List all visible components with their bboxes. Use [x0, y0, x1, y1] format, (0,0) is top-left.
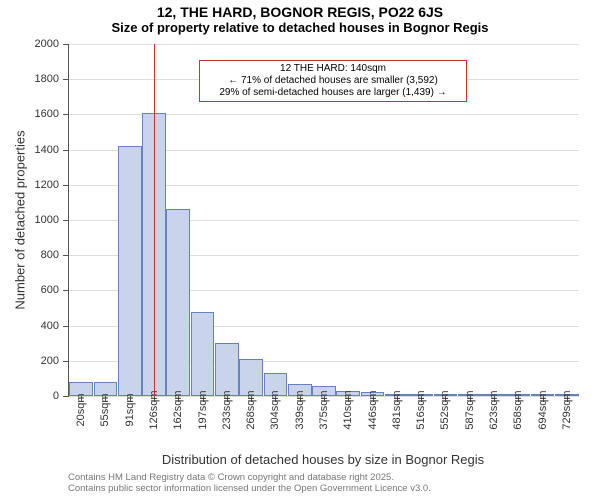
y-tick: [63, 396, 69, 397]
callout-line: 12 THE HARD: 140sqm: [204, 63, 462, 75]
x-tick-label: 623sqm: [488, 390, 500, 429]
x-tick-label: 126sqm: [148, 390, 160, 429]
plot-area: 020040060080010001200140016001800200020s…: [68, 44, 579, 397]
y-tick-label: 1200: [35, 179, 59, 191]
y-tick: [63, 290, 69, 291]
bar: [166, 209, 190, 396]
x-tick-label: 552sqm: [439, 390, 451, 429]
x-tick-label: 162sqm: [172, 390, 184, 429]
x-tick-label: 375sqm: [318, 390, 330, 429]
y-tick-label: 200: [41, 355, 59, 367]
x-tick-label: 587sqm: [464, 390, 476, 429]
x-tick-label: 233sqm: [221, 390, 233, 429]
y-tick-label: 1800: [35, 73, 59, 85]
x-tick-label: 20sqm: [75, 393, 87, 426]
x-tick-label: 410sqm: [342, 390, 354, 429]
y-tick-label: 1400: [35, 144, 59, 156]
bar: [191, 312, 215, 396]
x-tick-label: 729sqm: [561, 390, 573, 429]
y-tick: [63, 44, 69, 45]
attribution: Contains HM Land Registry data © Crown c…: [68, 472, 431, 495]
y-axis-title: Number of detached properties: [13, 120, 28, 320]
x-tick-label: 268sqm: [245, 390, 257, 429]
y-tick-label: 1000: [35, 214, 59, 226]
chart-title: 12, THE HARD, BOGNOR REGIS, PO22 6JS: [0, 0, 600, 20]
y-tick-label: 800: [41, 249, 59, 261]
x-tick-label: 197sqm: [197, 390, 209, 429]
attribution-line2: Contains public sector information licen…: [68, 483, 431, 494]
reference-line: [154, 44, 155, 396]
bar: [118, 146, 142, 396]
y-tick: [63, 255, 69, 256]
x-tick-label: 694sqm: [537, 390, 549, 429]
y-tick: [63, 326, 69, 327]
callout-box: 12 THE HARD: 140sqm← 71% of detached hou…: [199, 60, 467, 102]
x-tick-label: 339sqm: [294, 390, 306, 429]
y-tick-label: 400: [41, 320, 59, 332]
y-tick: [63, 114, 69, 115]
y-tick: [63, 150, 69, 151]
y-tick-label: 2000: [35, 38, 59, 50]
x-axis-title: Distribution of detached houses by size …: [68, 452, 578, 467]
x-tick-label: 481sqm: [391, 390, 403, 429]
chart-subtitle: Size of property relative to detached ho…: [0, 20, 600, 35]
y-tick: [63, 361, 69, 362]
x-tick-label: 658sqm: [512, 390, 524, 429]
x-tick-label: 446sqm: [367, 390, 379, 429]
callout-line: ← 71% of detached houses are smaller (3,…: [204, 75, 462, 87]
attribution-line1: Contains HM Land Registry data © Crown c…: [68, 472, 431, 483]
x-tick-label: 516sqm: [415, 390, 427, 429]
x-tick-label: 304sqm: [269, 390, 281, 429]
bar: [215, 343, 239, 396]
y-tick: [63, 185, 69, 186]
x-tick-label: 91sqm: [124, 393, 136, 426]
y-tick-label: 1600: [35, 108, 59, 120]
y-tick-label: 600: [41, 284, 59, 296]
callout-line: 29% of semi-detached houses are larger (…: [204, 87, 462, 99]
y-tick: [63, 79, 69, 80]
x-tick-label: 55sqm: [99, 393, 111, 426]
gridline: [69, 44, 579, 45]
y-tick-label: 0: [53, 390, 59, 402]
y-tick: [63, 220, 69, 221]
